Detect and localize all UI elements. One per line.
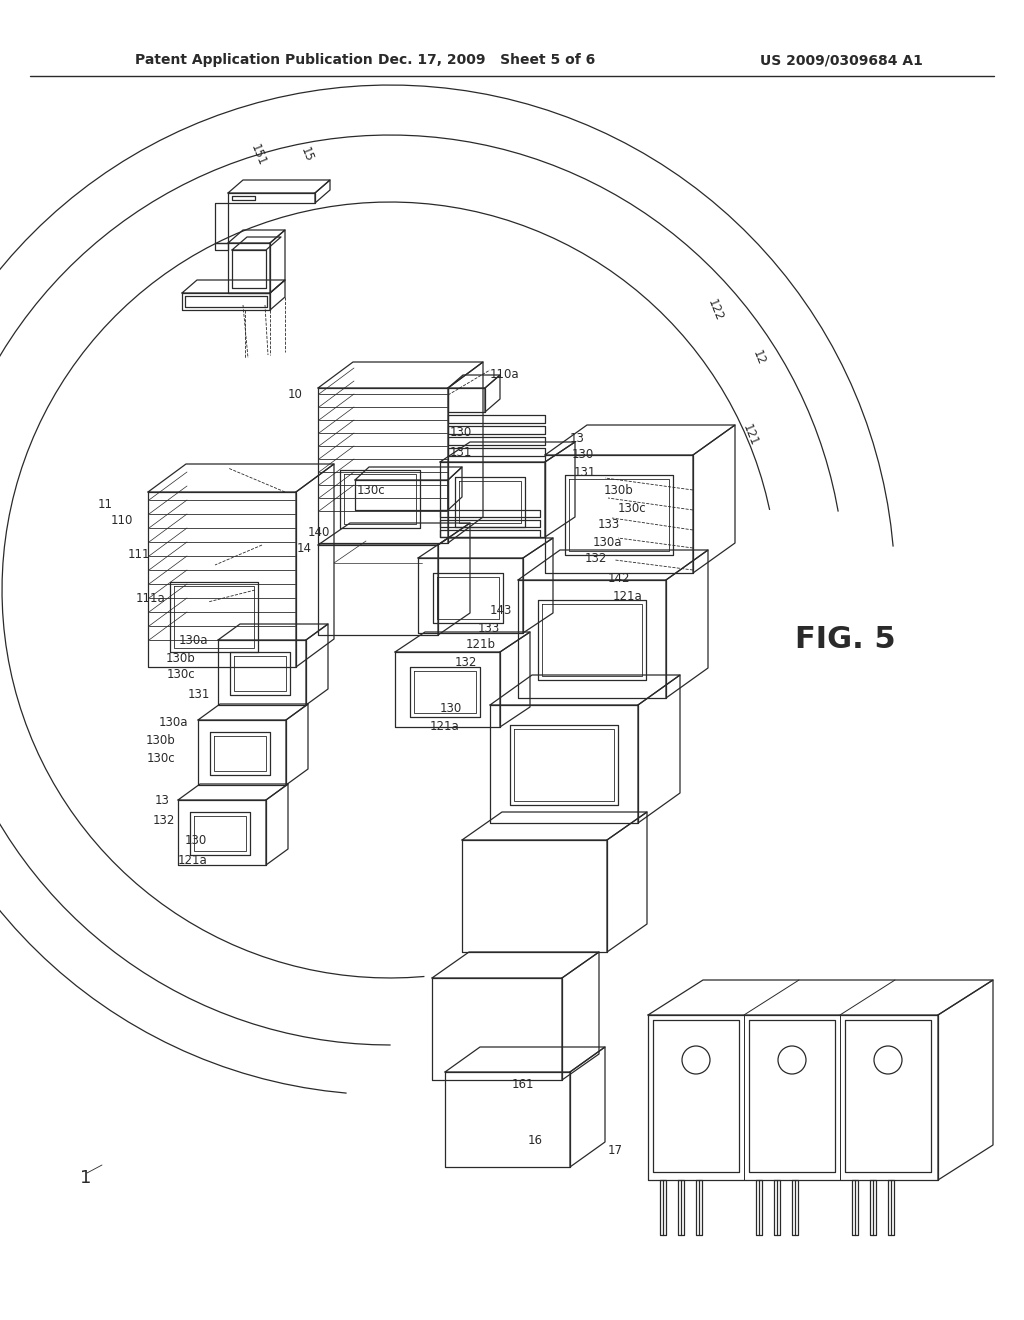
Text: Dec. 17, 2009   Sheet 5 of 6: Dec. 17, 2009 Sheet 5 of 6 — [379, 53, 596, 67]
Text: 130: 130 — [440, 701, 462, 714]
Text: US 2009/0309684 A1: US 2009/0309684 A1 — [760, 53, 923, 67]
Text: 132: 132 — [153, 813, 175, 826]
Text: 121b: 121b — [466, 639, 496, 652]
Text: 130b: 130b — [145, 734, 175, 747]
Text: 130c: 130c — [618, 502, 646, 515]
Text: 121: 121 — [740, 422, 761, 447]
Text: 132: 132 — [455, 656, 477, 668]
Text: 15: 15 — [298, 145, 315, 164]
Text: 12: 12 — [750, 348, 768, 367]
Text: 122: 122 — [705, 297, 725, 323]
Text: 14: 14 — [297, 541, 312, 554]
Text: 130b: 130b — [165, 652, 195, 664]
Text: 130a: 130a — [178, 634, 208, 647]
Text: 132: 132 — [585, 552, 607, 565]
Text: 111a: 111a — [135, 591, 165, 605]
Text: 121a: 121a — [430, 719, 460, 733]
Text: 16: 16 — [528, 1134, 543, 1147]
Text: 151: 151 — [248, 143, 268, 168]
Text: 142: 142 — [608, 572, 631, 585]
Text: 121a: 121a — [613, 590, 643, 602]
Text: 13: 13 — [570, 432, 585, 445]
Text: 13: 13 — [155, 793, 170, 807]
Text: 10: 10 — [288, 388, 303, 401]
Text: 143: 143 — [490, 603, 512, 616]
Text: 140: 140 — [307, 527, 330, 540]
Text: FIG. 5: FIG. 5 — [795, 626, 896, 655]
Text: 131: 131 — [187, 689, 210, 701]
Text: 111: 111 — [128, 549, 150, 561]
Text: 11: 11 — [98, 499, 113, 511]
Text: 17: 17 — [608, 1143, 623, 1156]
Text: 130a: 130a — [159, 715, 188, 729]
Text: 121a: 121a — [178, 854, 208, 866]
Text: 130: 130 — [572, 449, 594, 462]
Text: 130: 130 — [185, 833, 207, 846]
Text: 130: 130 — [450, 425, 472, 438]
Text: 130c: 130c — [356, 483, 385, 496]
Text: Patent Application Publication: Patent Application Publication — [135, 53, 373, 67]
Text: 1: 1 — [80, 1170, 91, 1187]
Text: 130b: 130b — [604, 483, 634, 496]
Text: 131: 131 — [574, 466, 596, 479]
Text: 131: 131 — [450, 446, 472, 458]
Text: 110a: 110a — [490, 368, 519, 381]
Text: 161: 161 — [512, 1078, 535, 1092]
Text: 110: 110 — [111, 513, 133, 527]
Text: 133: 133 — [598, 519, 621, 532]
Text: 130c: 130c — [166, 668, 195, 681]
Text: 130c: 130c — [146, 751, 175, 764]
Text: 133: 133 — [478, 622, 501, 635]
Text: 130a: 130a — [593, 536, 623, 549]
